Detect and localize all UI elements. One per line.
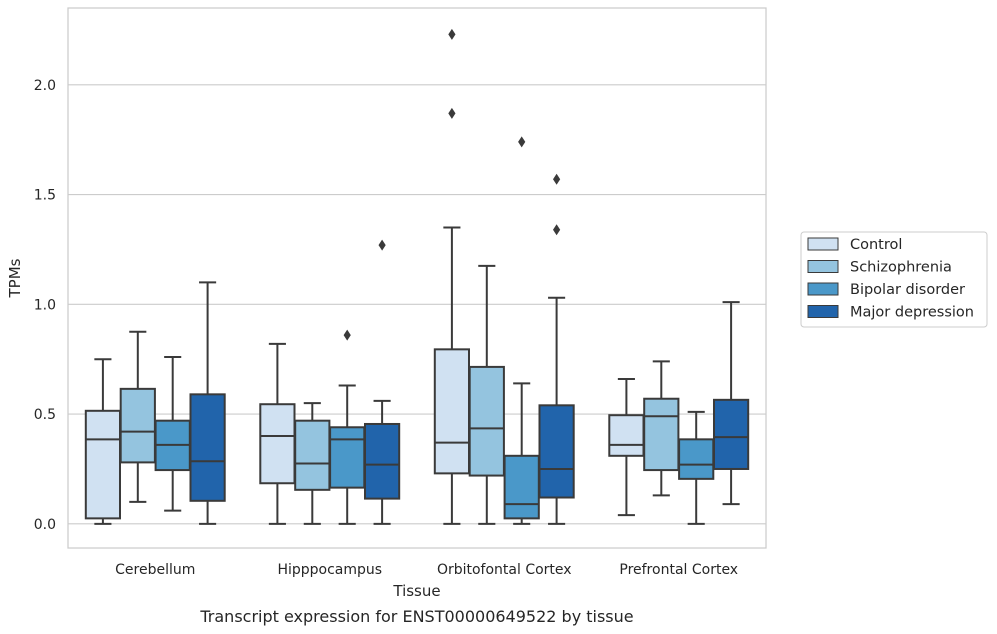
box-iqr	[189, 393, 226, 502]
box-iqr	[643, 397, 680, 472]
outlier-point	[448, 107, 456, 119]
legend-swatch	[807, 260, 839, 273]
legend-frame	[800, 231, 988, 328]
legend-swatch	[807, 305, 839, 318]
legend-swatch	[807, 237, 839, 251]
box	[433, 28, 471, 525]
box-iqr	[84, 409, 122, 520]
box-iqr	[329, 426, 366, 489]
x-tick-labels: Cerebellum Hipppocampus Orbitofontal Corte…	[115, 562, 738, 578]
x-tick-label: Cerebellum	[115, 562, 195, 578]
box-groups	[84, 28, 750, 525]
box	[468, 264, 505, 525]
chart-caption: Transcript expression for ENST0000064952…	[199, 607, 633, 626]
box-iqr	[503, 454, 540, 520]
box	[84, 358, 122, 525]
y-tick-label: 1.5	[34, 188, 56, 204]
x-tick-label: Hipppocampus	[277, 562, 382, 578]
box	[363, 239, 401, 525]
box-iqr	[119, 387, 156, 464]
legend-label: Control	[850, 237, 902, 253]
box-iqr	[712, 398, 750, 470]
legend: Control Schizophrenia Bipolar disorder Majo…	[800, 231, 988, 328]
box	[643, 360, 680, 497]
plot-frame	[67, 7, 767, 549]
legend-item: Control	[807, 237, 902, 253]
box-iqr	[294, 419, 331, 491]
box	[712, 301, 750, 506]
box-iqr	[363, 422, 401, 500]
y-tick-label: 2.0	[34, 78, 56, 94]
box	[259, 342, 296, 525]
legend-item: Major depression	[807, 305, 974, 321]
box	[678, 410, 715, 525]
outlier-point	[448, 28, 456, 40]
x-tick-label: Orbitofontal Cortex	[437, 562, 572, 578]
x-tick-label: Prefrontal Cortex	[619, 562, 738, 578]
outlier-point	[378, 239, 386, 251]
box	[294, 402, 331, 525]
box	[189, 281, 226, 525]
box	[329, 329, 366, 525]
y-axis-label: TPMs	[6, 258, 24, 298]
box-iqr	[468, 365, 505, 477]
box	[538, 173, 575, 525]
box-iqr	[608, 414, 645, 457]
x-axis-label: Tissue	[392, 582, 440, 600]
box	[608, 377, 645, 517]
legend-label: Bipolar disorder	[850, 282, 965, 298]
box	[119, 330, 156, 503]
box-iqr	[433, 348, 471, 475]
legend-label: Major depression	[850, 305, 974, 321]
box	[154, 356, 191, 512]
box-iqr	[538, 404, 575, 499]
y-tick-label: 0.5	[34, 407, 56, 423]
box-iqr	[678, 438, 715, 480]
y-tick-label: 1.0	[34, 297, 56, 313]
y-tick-labels: 0.0 0.5 1.0 1.5 2.0	[34, 78, 56, 533]
legend-item: Bipolar disorder	[807, 282, 965, 298]
outlier-point	[553, 224, 561, 236]
legend-label: Schizophrenia	[850, 260, 952, 276]
outlier-point	[553, 173, 561, 185]
outlier-point	[343, 329, 351, 341]
legend-item: Schizophrenia	[807, 260, 952, 276]
legend-swatch	[807, 282, 839, 296]
box-iqr	[259, 403, 296, 485]
y-tick-label: 0.0	[34, 517, 56, 533]
outlier-point	[518, 136, 526, 148]
